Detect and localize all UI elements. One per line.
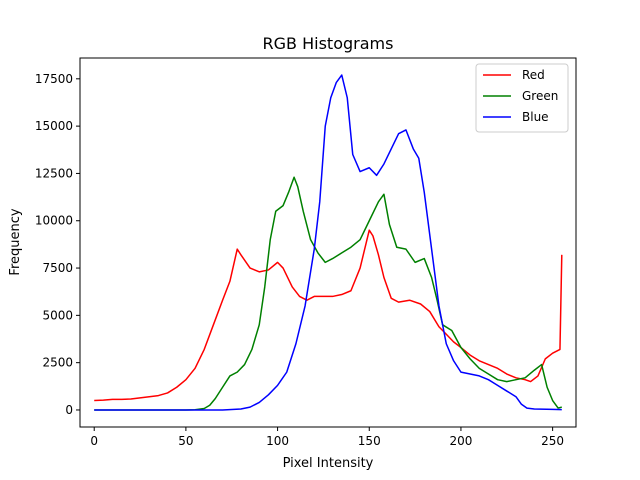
chart-title: RGB Histograms [263, 34, 394, 53]
legend-label-red: Red [522, 68, 545, 82]
y-tick-label: 5000 [42, 308, 73, 322]
y-tick-label: 15000 [35, 119, 73, 133]
x-tick-label: 0 [90, 434, 98, 448]
y-axis: 0 2500 5000 7500 10000 12500 15000 17500 [35, 72, 80, 417]
x-tick-label: 100 [266, 434, 289, 448]
y-axis-label: Frequency [8, 208, 23, 275]
series-line-red [94, 229, 563, 402]
series-line-blue [94, 74, 562, 411]
legend: Red Green Blue [475, 63, 569, 133]
x-tick-label: 50 [178, 434, 193, 448]
legend-label-green: Green [522, 89, 558, 103]
plot-lines [94, 74, 563, 411]
y-tick-label: 17500 [35, 72, 73, 86]
legend-box [475, 63, 569, 133]
x-axis-label: Pixel Intensity [283, 456, 374, 471]
y-tick-label: 0 [65, 403, 73, 417]
plot-frame [79, 57, 577, 428]
x-tick-label: 200 [449, 434, 472, 448]
y-tick-label: 12500 [35, 166, 73, 180]
y-tick-label: 2500 [42, 356, 73, 370]
series-line-green [94, 176, 562, 411]
legend-label-blue: Blue [522, 110, 549, 124]
x-axis: 0 50 100 150 200 250 [90, 427, 564, 448]
x-tick-label: 250 [541, 434, 564, 448]
y-tick-label: 7500 [42, 261, 73, 275]
x-tick-label: 150 [358, 434, 381, 448]
y-tick-label: 10000 [35, 214, 73, 228]
